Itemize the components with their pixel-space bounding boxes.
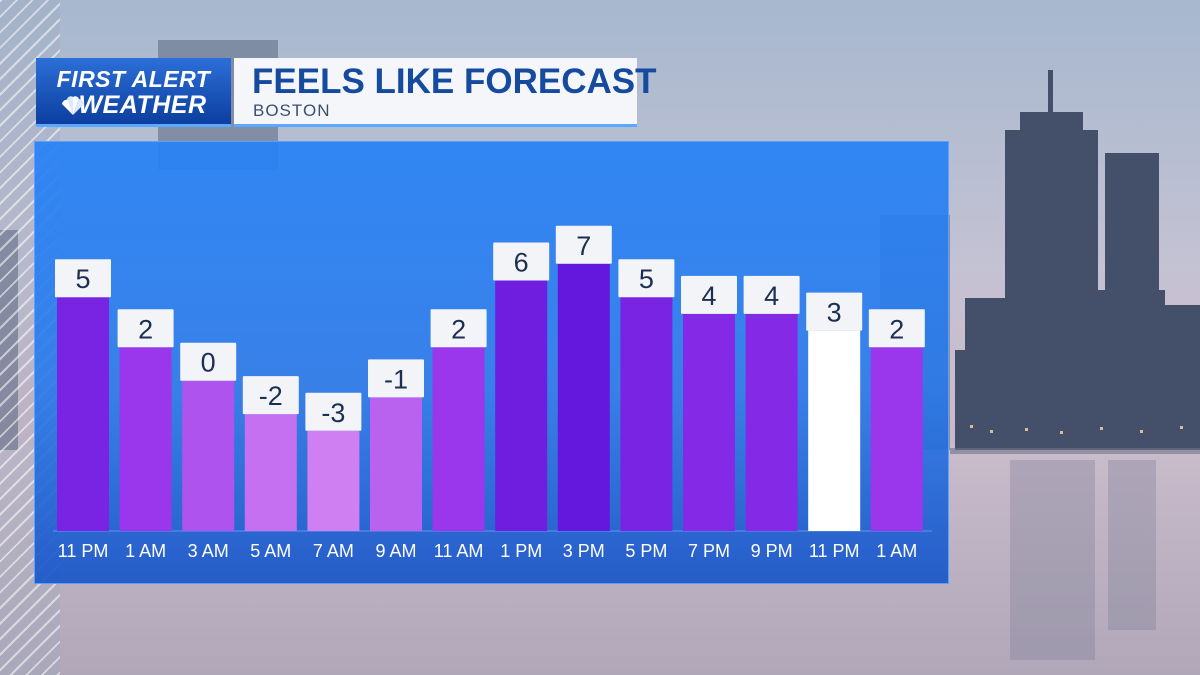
data-label-4: -3 xyxy=(321,398,345,428)
bar-10 xyxy=(683,313,735,531)
x-tick-label-11: 9 PM xyxy=(751,541,793,561)
feels-like-bar-chart: 5 11 PM 2 1 AM 0 3 AM -2 5 AM -3 7 AM -1 9 AM 2 11 AM… xyxy=(53,225,932,561)
page-subtitle: BOSTON xyxy=(253,101,331,120)
x-tick-label-9: 5 PM xyxy=(625,541,667,561)
data-label-10: 4 xyxy=(701,281,716,311)
data-label-3: -2 xyxy=(259,381,283,411)
data-label-box-0 xyxy=(55,259,111,298)
bar-5 xyxy=(370,397,422,531)
data-label-box-5 xyxy=(368,359,424,398)
data-label-box-10 xyxy=(681,275,737,314)
x-tick-label-12: 11 PM xyxy=(809,541,860,561)
data-label-6: 2 xyxy=(451,314,466,344)
x-tick-label-4: 7 AM xyxy=(313,541,354,561)
x-tick-label-3: 5 AM xyxy=(250,541,291,561)
x-tick-label-13: 1 AM xyxy=(876,541,917,561)
logo-line-2: WEATHER xyxy=(78,91,207,119)
data-label-box-1 xyxy=(117,309,174,348)
data-label-8: 7 xyxy=(576,231,591,261)
data-label-box-4 xyxy=(305,392,362,431)
data-label-2: 0 xyxy=(201,348,216,378)
data-label-box-12 xyxy=(806,292,863,331)
x-tick-label-1: 1 AM xyxy=(125,541,166,561)
data-label-box-7 xyxy=(493,242,550,281)
x-tick-label-7: 1 PM xyxy=(500,541,542,561)
data-label-11: 4 xyxy=(764,281,779,311)
data-label-box-13 xyxy=(868,309,925,348)
x-tick-label-10: 7 PM xyxy=(688,541,730,561)
title-banner: FEELS LIKE FORECAST BOSTON xyxy=(234,58,656,127)
bar-12 xyxy=(808,330,861,531)
data-label-box-6 xyxy=(430,309,487,348)
x-tick-label-5: 9 AM xyxy=(375,541,416,561)
x-tick-label-2: 3 AM xyxy=(188,541,229,561)
bar-0 xyxy=(57,297,109,531)
bar-9 xyxy=(620,297,673,531)
data-label-13: 2 xyxy=(889,314,904,344)
data-label-1: 2 xyxy=(138,314,153,344)
x-tick-label-0: 11 PM xyxy=(58,541,109,561)
nbc-peacock-icon xyxy=(62,96,84,115)
data-label-7: 6 xyxy=(514,248,529,278)
logo-line-1: FIRST ALERT xyxy=(56,66,211,92)
bar-8 xyxy=(557,263,610,531)
data-label-box-11 xyxy=(743,275,800,314)
data-label-box-2 xyxy=(180,342,237,381)
bar-2 xyxy=(182,380,235,531)
data-label-9: 5 xyxy=(639,264,654,294)
data-label-box-9 xyxy=(618,259,675,298)
data-label-0: 5 xyxy=(75,264,90,294)
bar-4 xyxy=(307,430,360,531)
data-label-box-3 xyxy=(242,376,299,415)
data-label-box-8 xyxy=(555,225,612,264)
bar-13 xyxy=(870,347,923,531)
x-tick-label-8: 3 PM xyxy=(563,541,605,561)
chart-panel: 5 11 PM 2 1 AM 0 3 AM -2 5 AM -3 7 AM -1 9 AM 2 11 AM… xyxy=(34,141,949,584)
bar-7 xyxy=(495,280,548,531)
x-tick-label-6: 11 AM xyxy=(434,541,484,561)
page-title: FEELS LIKE FORECAST xyxy=(252,62,657,101)
bar-6 xyxy=(432,347,485,531)
bar-11 xyxy=(745,313,798,531)
bar-3 xyxy=(244,414,297,531)
bar-1 xyxy=(119,347,172,531)
first-alert-weather-logo: FIRST ALERT WEATHER xyxy=(36,58,231,127)
data-label-5: -1 xyxy=(384,364,408,394)
data-label-12: 3 xyxy=(827,298,842,328)
